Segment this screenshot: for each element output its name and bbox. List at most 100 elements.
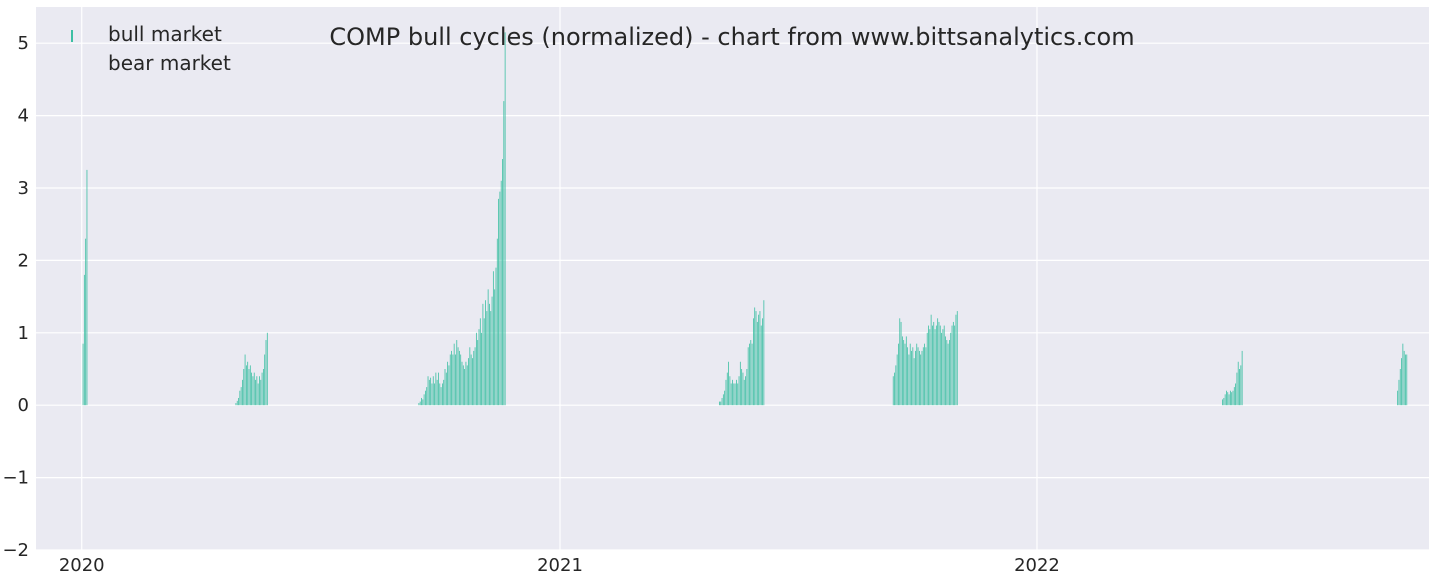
bull-bar — [255, 379, 256, 406]
bull-bar — [464, 369, 466, 406]
bull-bar — [1405, 354, 1406, 406]
bull-bar — [726, 372, 728, 406]
bull-bar — [447, 361, 449, 406]
bull-bar — [900, 321, 902, 406]
bull-bar — [452, 354, 454, 406]
bull-bar — [762, 318, 763, 406]
bull-bar — [238, 397, 239, 406]
bull-bar — [438, 372, 439, 406]
bull-bar — [435, 372, 437, 406]
bull-bar — [458, 350, 460, 406]
bull-bar — [491, 296, 493, 406]
bull-bar — [470, 354, 472, 406]
bull-bar — [83, 274, 85, 406]
bull-bar — [500, 180, 502, 406]
bull-bar — [912, 347, 914, 406]
bull-bar — [1402, 343, 1404, 406]
bull-bar — [907, 347, 909, 406]
bull-bar — [1226, 390, 1227, 406]
bull-bar — [442, 383, 443, 406]
bull-bar — [926, 332, 928, 406]
bull-bar — [719, 401, 720, 406]
bull-bar — [245, 365, 247, 406]
bull-bar — [85, 238, 87, 406]
bull-bar — [468, 358, 469, 406]
bull-bar — [481, 332, 482, 406]
bull-bar — [749, 343, 750, 406]
bull-bar — [722, 394, 724, 406]
bull-bar — [743, 379, 745, 406]
bull-bar — [264, 354, 266, 406]
bull-bar — [494, 289, 496, 406]
chart-title: COMP bull cycles (normalized) - chart fr… — [329, 23, 1134, 51]
bull-bar — [763, 300, 765, 406]
bull-bar — [932, 325, 933, 406]
bull-bar — [721, 397, 723, 406]
bull-bar — [1233, 387, 1235, 406]
y-tick-label: 4 — [18, 106, 29, 127]
bull-bar — [419, 401, 421, 406]
bull-bar — [82, 343, 84, 406]
bull-bar — [1229, 390, 1231, 406]
bull-bar — [920, 354, 922, 406]
x-axis: 2020 2021 2022 — [59, 555, 1060, 576]
bull-bar — [1397, 390, 1399, 406]
y-tick-label: 1 — [18, 323, 29, 344]
bull-bar — [462, 365, 464, 406]
bull-bar — [917, 347, 919, 406]
bull-bar — [266, 332, 268, 406]
bull-bar — [1403, 350, 1405, 406]
bull-bar — [262, 369, 264, 406]
bull-bar — [950, 332, 952, 406]
bull-bar — [252, 376, 254, 406]
bull-bar — [892, 376, 894, 406]
bull-bar — [942, 329, 944, 406]
bull-bar — [492, 271, 494, 406]
bull-bar — [235, 403, 237, 406]
bull-bar — [469, 347, 471, 406]
bull-bar — [449, 354, 451, 406]
bull-bar — [451, 350, 452, 406]
bull-bar — [456, 340, 458, 406]
bull-bar — [729, 376, 731, 406]
bull-bar — [249, 365, 251, 406]
bull-bar — [443, 379, 445, 406]
bull-bar — [503, 101, 505, 406]
bull-bar — [728, 361, 729, 406]
bull-bar — [901, 336, 903, 406]
bull-bar — [896, 354, 898, 406]
bull-bar — [758, 314, 760, 406]
bull-bar — [479, 318, 481, 406]
bull-bar — [898, 343, 899, 406]
bull-market-bars — [82, 32, 1408, 406]
bull-bar — [485, 300, 486, 406]
bull-bar — [908, 354, 910, 406]
bull-bar — [733, 383, 735, 406]
bull-bar — [913, 358, 915, 406]
bull-bar — [736, 379, 737, 406]
bull-bar — [465, 361, 467, 406]
bull-bar — [428, 379, 430, 406]
bull-bar — [489, 303, 490, 406]
bull-bar — [423, 394, 425, 406]
bull-bar — [925, 347, 927, 406]
bull-bar — [439, 383, 441, 406]
bull-bar — [257, 383, 259, 406]
bull-bar — [1399, 369, 1401, 406]
bull-bar — [738, 376, 740, 406]
bull-bar — [1228, 394, 1230, 406]
legend: bull market bear market — [71, 22, 231, 75]
bull-bar — [899, 318, 901, 406]
bull-bar — [247, 361, 249, 406]
bull-bar — [244, 354, 246, 406]
bull-bar — [498, 198, 499, 406]
bull-bar — [240, 387, 242, 406]
bull-bar — [951, 325, 953, 406]
bull-bar — [265, 340, 267, 406]
legend-bull-label: bull market — [108, 22, 222, 46]
bull-bar — [1231, 392, 1233, 406]
bull-bar — [425, 390, 426, 406]
bull-bar — [259, 376, 260, 406]
y-tick-label: 3 — [18, 178, 29, 199]
bull-bar — [457, 347, 459, 406]
